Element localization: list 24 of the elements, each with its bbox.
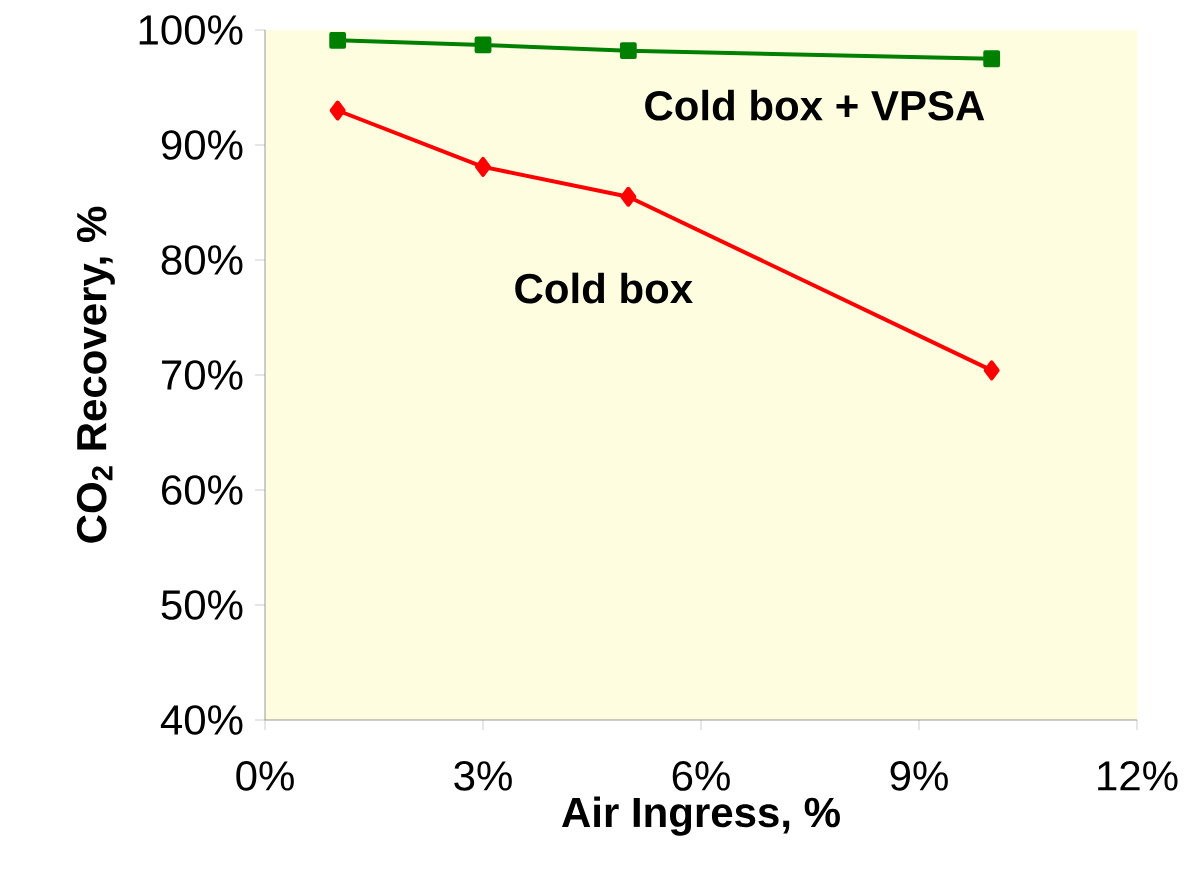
y-tick-label: 60% (162, 475, 243, 505)
y-tick-label: 40% (160, 705, 243, 735)
x-tick-label: 9% (890, 761, 948, 791)
point (620, 186, 637, 207)
y-tick-label: 80% (161, 245, 243, 275)
y-tick-label: 100% (139, 15, 243, 45)
point (983, 50, 1001, 68)
x-axis-title: Air Ingress, % (561, 796, 840, 836)
y-tick-label: 90% (161, 130, 243, 160)
point (983, 360, 1000, 381)
point (329, 31, 347, 49)
point (475, 156, 491, 177)
point (619, 42, 637, 60)
y-axis-title: CO$_{2}$ Recovery, % (76, 206, 115, 543)
series-label: Cold box + VPSA (645, 89, 985, 121)
point (474, 36, 492, 54)
y-tick-label: 50% (161, 590, 243, 620)
x-tick-label: 0% (236, 761, 294, 791)
x-tick-label: 12% (1098, 761, 1178, 791)
series-label: Cold box (515, 272, 693, 304)
y-tick-label: 70% (162, 360, 243, 390)
x-tick-label: 3% (454, 761, 512, 791)
point (329, 100, 346, 121)
x-tick-label: 6% (672, 761, 730, 791)
